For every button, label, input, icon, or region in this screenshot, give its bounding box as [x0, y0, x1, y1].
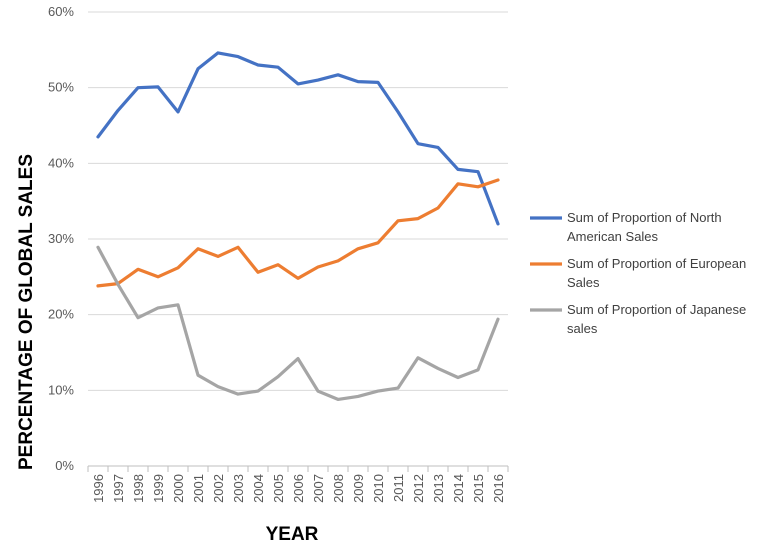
y-axis-title: PERCENTAGE OF GLOBAL SALES: [16, 154, 37, 470]
legend-item: Sum of Proportion of North American Sales: [530, 210, 722, 244]
y-tick-label: 30%: [48, 231, 74, 246]
x-tick-label: 2008: [331, 474, 346, 503]
x-tick-label: 2006: [291, 474, 306, 503]
x-tick-label: 2002: [211, 474, 226, 503]
x-axis-title: YEAR: [266, 524, 319, 545]
x-tick-label: 2009: [351, 474, 366, 503]
series-line: [96, 245, 500, 401]
x-tick-label: 1999: [151, 474, 166, 503]
x-tick-label: 2014: [451, 474, 466, 503]
x-tick-label: 2000: [171, 474, 186, 503]
y-tick-label: 40%: [48, 155, 74, 170]
y-tick-label: 50%: [48, 80, 74, 95]
x-tick-label: 2010: [371, 474, 386, 503]
x-tick-label: 2001: [191, 474, 206, 503]
legend-label: Sum of Proportion of Japanese sales: [567, 302, 746, 336]
x-tick-label: 2004: [251, 474, 266, 503]
y-tick-label: 0%: [55, 458, 74, 473]
x-tick-label: 2013: [431, 474, 446, 503]
x-tick-label: 1997: [111, 474, 126, 503]
legend-item: Sum of Proportion of Japanese sales: [530, 302, 746, 336]
y-tick-label: 10%: [48, 382, 74, 397]
x-tick-label: 2007: [311, 474, 326, 503]
legend: Sum of Proportion of North American Sales…: [530, 210, 746, 336]
x-tick-label: 2015: [471, 474, 486, 503]
series-lines: [96, 51, 500, 401]
x-tick-label: 1998: [131, 474, 146, 503]
x-axis-ticks: 1996 1997 1998 1999 2000 2001 2002 2003 2004 2005…: [87, 466, 509, 503]
x-tick-label: 2005: [271, 474, 286, 503]
x-tick-label: 2011: [391, 474, 406, 502]
series-line: [96, 51, 500, 226]
y-tick-label: 60%: [48, 4, 74, 19]
x-tick-label: 2012: [411, 474, 426, 503]
legend-item: Sum of Proportion of European Sales: [530, 256, 746, 290]
series-line: [96, 178, 500, 288]
y-tick-label: 20%: [48, 307, 74, 322]
x-tick-label: 1996: [91, 474, 106, 503]
legend-label: Sum of Proportion of North American Sales: [567, 210, 722, 244]
legend-label: Sum of Proportion of European Sales: [567, 256, 746, 290]
y-axis-ticks: 0% 10% 20% 30% 40% 50% 60%: [48, 4, 74, 473]
x-tick-label: 2016: [491, 474, 506, 503]
x-tick-label: 2003: [231, 474, 246, 503]
